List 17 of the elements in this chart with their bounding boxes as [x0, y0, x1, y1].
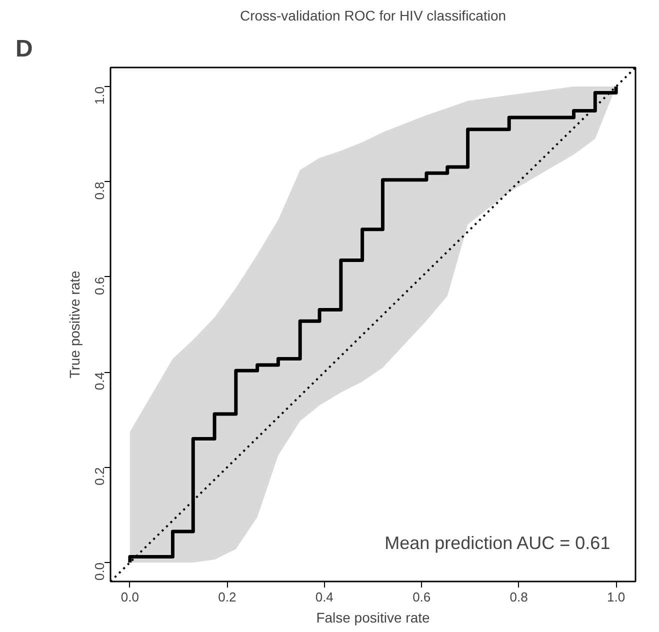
y-tick-label: 0.4: [92, 372, 107, 390]
chart-title: Cross-validation ROC for HIV classification: [240, 8, 506, 24]
text: D: [16, 36, 33, 62]
x-tick-label: 0.6: [412, 590, 431, 604]
y-tick-label: 0.8: [92, 182, 107, 200]
x-tick-label: 0.4: [315, 590, 334, 604]
x-tick-label: 0.0: [120, 590, 139, 604]
y-tick-label: 0.6: [92, 276, 107, 295]
x-tick-label: 1.0: [607, 590, 626, 604]
x-tick-label: 0.2: [218, 590, 236, 604]
y-tick-label: 0.2: [92, 467, 107, 486]
annotation: Mean prediction AUC = 0.61: [384, 532, 610, 553]
y-tick-label: 0.0: [92, 562, 107, 581]
y-axis-title: True positive rate: [66, 270, 82, 378]
x-axis-title: False positive rate: [316, 610, 430, 626]
y-tick-label: 1.0: [92, 86, 107, 105]
x-tick-label: 0.8: [510, 590, 528, 604]
